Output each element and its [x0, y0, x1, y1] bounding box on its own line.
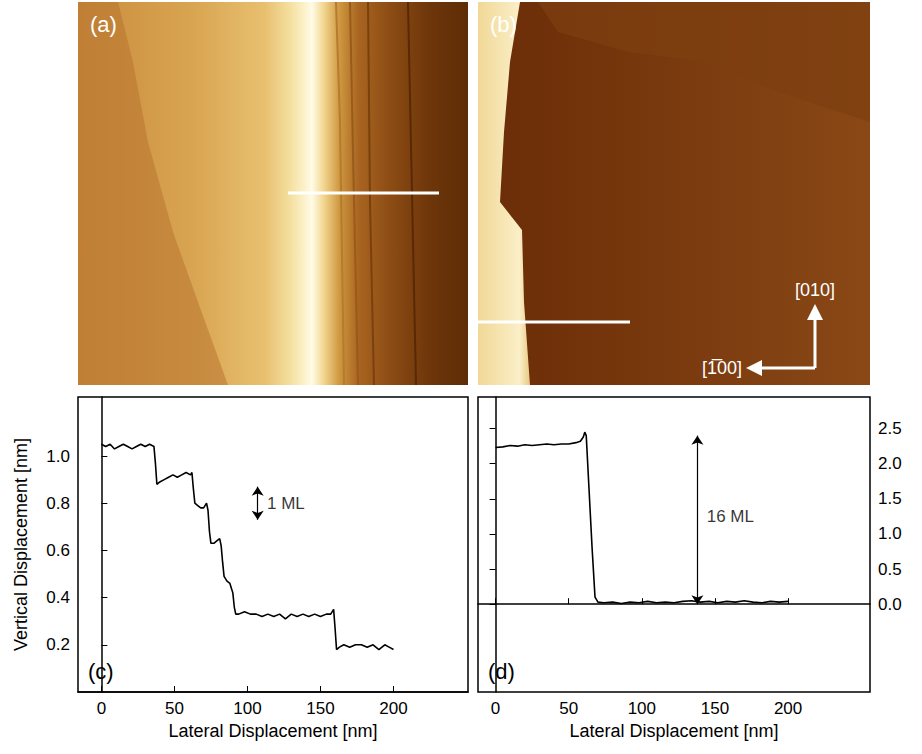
- svg-text:2.0: 2.0: [878, 454, 902, 473]
- svg-text:0.6: 0.6: [46, 541, 70, 560]
- svg-text:Lateral Displacement [nm]: Lateral Displacement [nm]: [168, 721, 377, 741]
- svg-text:0: 0: [97, 699, 106, 718]
- svg-text:1.5: 1.5: [878, 489, 902, 508]
- svg-text:Vertical Displacement [nm]: Vertical Displacement [nm]: [11, 438, 31, 651]
- svg-text:50: 50: [559, 699, 578, 718]
- svg-text:(a): (a): [90, 12, 117, 37]
- svg-text:150: 150: [701, 699, 729, 718]
- svg-text:(b): (b): [490, 12, 517, 37]
- svg-text:1.0: 1.0: [46, 447, 70, 466]
- svg-text:0.0: 0.0: [878, 595, 902, 614]
- svg-text:[010]: [010]: [795, 280, 835, 300]
- svg-text:1.0: 1.0: [878, 524, 902, 543]
- svg-text:0.5: 0.5: [878, 560, 902, 579]
- svg-text:16 ML: 16 ML: [707, 507, 754, 526]
- svg-text:2.5: 2.5: [878, 419, 902, 438]
- svg-text:1 ML: 1 ML: [267, 494, 305, 513]
- svg-text:100: 100: [233, 699, 261, 718]
- svg-text:50: 50: [165, 699, 184, 718]
- svg-text:0.4: 0.4: [46, 588, 70, 607]
- svg-text:[1̅00]: [1̅00]: [702, 358, 742, 378]
- svg-text:200: 200: [774, 699, 802, 718]
- svg-text:(d): (d): [488, 659, 515, 684]
- svg-text:0.8: 0.8: [46, 494, 70, 513]
- svg-text:0.2: 0.2: [46, 635, 70, 654]
- svg-text:0: 0: [491, 699, 500, 718]
- svg-text:150: 150: [306, 699, 334, 718]
- svg-text:Lateral Displacement [nm]: Lateral Displacement [nm]: [569, 721, 778, 741]
- svg-text:(c): (c): [88, 659, 114, 684]
- svg-text:100: 100: [628, 699, 656, 718]
- svg-text:200: 200: [379, 699, 407, 718]
